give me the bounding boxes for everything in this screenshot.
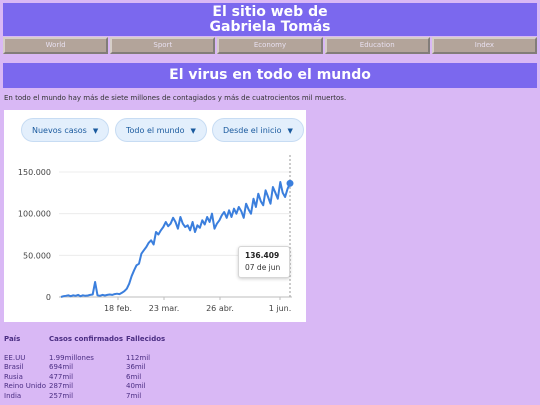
- region-dropdown-label: Todo el mundo: [126, 126, 185, 135]
- stats-table: País Casos confirmados Fallecidos EE.UU …: [4, 334, 304, 401]
- nav-item-index[interactable]: Index: [431, 37, 538, 54]
- country-cell: Rusia: [4, 372, 23, 381]
- deaths-cell: 6mil: [126, 372, 142, 381]
- cases-cell: 1.99millones: [48, 353, 94, 362]
- series-line: [60, 181, 291, 298]
- chevron-down-icon: ▼: [190, 127, 196, 135]
- chevron-down-icon: ▼: [92, 127, 99, 135]
- country-cell: Brasil: [4, 363, 24, 372]
- site-title-line-1: El sitio web de: [212, 4, 328, 20]
- x-tick-label: 1 jun.: [269, 304, 292, 313]
- deaths-cell: 7mil: [126, 391, 142, 400]
- chart-tooltip: 136.409 07 de jun: [238, 246, 290, 278]
- metric-dropdown[interactable]: Nuevos casos ▼: [21, 118, 110, 142]
- section-title: El virus en todo el mundo: [3, 63, 537, 88]
- region-dropdown[interactable]: Todo el mundo ▼: [115, 118, 207, 142]
- nav-item-economy[interactable]: Economy: [217, 37, 323, 54]
- y-tick-label: 0: [46, 293, 51, 302]
- table-row: India 257mil 7mil: [4, 391, 168, 401]
- tooltip-date: 07 de jun: [245, 263, 281, 272]
- tooltip-value: 136.409: [245, 251, 280, 260]
- site-header: El sitio web de Gabriela Tomás: [3, 3, 537, 36]
- deaths-cell: 36mil: [126, 363, 146, 372]
- covid-chart-card: Nuevos casos ▼ Todo el mundo ▼ Desde el in…: [4, 110, 306, 322]
- country-cell: India: [4, 391, 22, 400]
- nav-item-sport[interactable]: Sport: [110, 37, 216, 54]
- x-tick-label: 23 mar.: [149, 304, 180, 313]
- country-cell: Reino Unido: [4, 382, 46, 391]
- y-tick-label: 150.000: [18, 168, 51, 177]
- col-header-cases: Casos confirmados: [48, 335, 124, 343]
- nav-item-world[interactable]: World: [3, 37, 109, 54]
- cases-cell: 257mil: [48, 391, 74, 400]
- period-dropdown[interactable]: Desde el inicio ▼: [212, 118, 304, 142]
- y-tick-label: 50.000: [23, 251, 51, 260]
- col-header-country: País: [4, 335, 21, 343]
- metric-dropdown-label: Nuevos casos: [32, 126, 87, 135]
- y-tick-label: 100.000: [18, 210, 51, 219]
- deaths-cell: 112mil: [126, 353, 151, 362]
- cases-cell: 477mil: [48, 372, 74, 381]
- period-dropdown-label: Desde el inicio: [223, 126, 282, 135]
- intro-text: En todo el mundo hay más de siete millon…: [4, 94, 347, 102]
- cases-cell: 694mil: [48, 363, 74, 372]
- chevron-down-icon: ▼: [287, 127, 293, 135]
- table-row: Rusia 477mil 6mil: [4, 372, 168, 382]
- cases-cell: 287mil: [48, 382, 74, 391]
- highlight-point: [286, 179, 294, 187]
- table-row: Reino Unido 287mil 40mil: [4, 382, 168, 392]
- x-tick-label: 26 abr.: [206, 304, 234, 313]
- country-cell: EE.UU: [4, 353, 26, 362]
- nav-item-education[interactable]: Education: [324, 37, 430, 54]
- site-title-line-2: Gabriela Tomás: [209, 19, 331, 35]
- x-tick-label: 18 feb.: [104, 304, 132, 313]
- table-row: Brasil 694mil 36mil: [4, 363, 168, 373]
- col-header-deaths: Fallecidos: [126, 335, 166, 343]
- stats-header-row: País Casos confirmados Fallecidos: [4, 334, 168, 344]
- deaths-cell: 40mil: [126, 382, 146, 391]
- table-row: EE.UU 1.99millones 112mil: [4, 353, 168, 363]
- line-chart: 0 50.000 100.000 150.000 18 feb. 23 mar. 26 a…: [18, 155, 294, 313]
- main-nav: World Sport Economy Education Index: [3, 37, 538, 54]
